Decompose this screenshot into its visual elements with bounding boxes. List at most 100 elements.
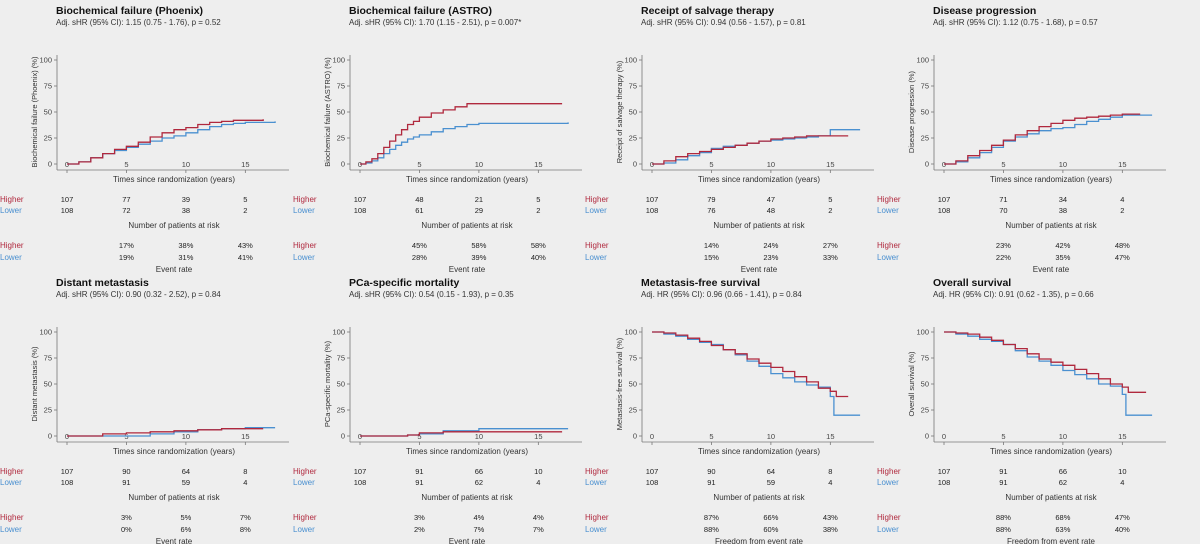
group-label-lower: Lower [293,525,315,534]
x-tick-label: 0 [650,432,654,441]
x-tick-label: 10 [182,160,190,169]
y-tick-label: 25 [44,406,52,415]
y-tick-label: 25 [337,406,345,415]
chart-subtitle: Adj. sHR (95% CI): 0.94 (0.56 - 1.57), p… [641,18,806,27]
x-tick-label: 15 [241,160,249,169]
y-tick-label: 100 [916,328,929,337]
risk-value-higher: 8 [828,467,832,476]
risk-value-lower: 2 [536,206,540,215]
risk-value-higher: 107 [61,195,74,204]
series-line-higher [652,135,849,165]
x-tick-label: 15 [534,432,542,441]
y-tick-label: 100 [39,56,52,65]
x-axis-label: Times since randomization (years) [113,175,235,184]
group-label-higher: Higher [0,467,24,476]
y-tick-label: 75 [337,354,345,363]
risk-value-lower: 2 [243,206,247,215]
risk-value-lower: 48 [767,206,775,215]
event-rate-lower: 88% [996,525,1011,534]
event-rate-higher: 14% [704,241,719,250]
y-tick-label: 100 [39,328,52,337]
risk-value-higher: 4 [1120,195,1124,204]
y-tick-label: 50 [337,380,345,389]
series-line-lower [944,114,1153,165]
risk-value-lower: 108 [646,478,659,487]
risk-value-lower: 2 [828,206,832,215]
risk-value-lower: 2 [1120,206,1124,215]
group-label-lower: Lower [293,253,315,262]
event-rate-higher: 48% [1115,241,1130,250]
risk-value-lower: 62 [475,478,483,487]
x-tick-label: 10 [182,432,190,441]
risk-table-caption: Number of patients at risk [713,493,805,502]
series-line-higher [67,428,264,437]
risk-value-lower: 91 [999,478,1007,487]
x-axis-label: Times since randomization (years) [990,175,1112,184]
y-axis-label: Distant metastasis (%) [30,346,39,422]
x-tick-label: 15 [826,160,834,169]
event-rate-lower: 40% [531,253,546,262]
risk-value-lower: 61 [415,206,423,215]
group-label-higher: Higher [585,195,609,204]
y-tick-label: 100 [624,56,637,65]
risk-value-lower: 91 [122,478,130,487]
risk-value-higher: 79 [707,195,715,204]
risk-value-higher: 64 [767,467,775,476]
chart-subtitle: Adj. sHR (95% CI): 1.15 (0.75 - 1.76), p… [56,18,221,27]
group-label-higher: Higher [293,467,317,476]
risk-value-higher: 107 [61,467,74,476]
risk-value-higher: 91 [999,467,1007,476]
y-tick-label: 0 [341,160,345,169]
risk-value-higher: 90 [122,467,130,476]
x-tick-label: 5 [417,432,421,441]
risk-value-lower: 108 [646,206,659,215]
risk-value-lower: 4 [243,478,247,487]
risk-value-higher: 5 [243,195,247,204]
series-line-higher [652,331,849,398]
x-tick-label: 5 [1001,160,1005,169]
series-line-higher [67,119,264,165]
x-tick-label: 15 [1118,432,1126,441]
event-rate-lower: 63% [1055,525,1070,534]
event-rate-higher: 3% [121,513,132,522]
event-rate-lower: 35% [1055,253,1070,262]
event-rate-higher: 4% [473,513,484,522]
risk-value-lower: 59 [182,478,190,487]
y-tick-label: 0 [341,432,345,441]
y-tick-label: 75 [921,82,929,91]
event-rate-lower: 39% [471,253,486,262]
y-tick-label: 0 [48,160,52,169]
event-table-caption: Event rate [156,537,193,544]
group-label-higher: Higher [877,195,901,204]
group-label-lower: Lower [0,525,22,534]
risk-value-higher: 90 [707,467,715,476]
series-line-lower [360,122,569,165]
y-axis-label: Disease progression (%) [907,70,916,153]
chart-title: PCa-specific mortality [349,277,460,289]
x-tick-label: 15 [1118,160,1126,169]
event-rate-higher: 42% [1055,241,1070,250]
series-line-higher [944,113,1141,165]
y-tick-label: 100 [916,56,929,65]
risk-value-lower: 59 [767,478,775,487]
chart-title: Biochemical failure (ASTRO) [349,5,492,17]
x-axis-label: Times since randomization (years) [990,447,1112,456]
series-line-higher [360,431,563,437]
risk-value-higher: 64 [182,467,190,476]
event-rate-higher: 23% [996,241,1011,250]
event-rate-higher: 38% [178,241,193,250]
y-tick-label: 0 [925,160,929,169]
x-tick-label: 15 [534,160,542,169]
risk-value-higher: 66 [1059,467,1067,476]
x-tick-label: 5 [709,432,713,441]
chart-title: Disease progression [933,5,1037,17]
risk-value-lower: 4 [828,478,832,487]
y-tick-label: 50 [921,380,929,389]
series-line-lower [652,331,861,416]
chart-title: Metastasis-free survival [641,277,761,289]
event-rate-lower: 47% [1115,253,1130,262]
risk-value-lower: 108 [61,206,74,215]
x-tick-label: 5 [124,160,128,169]
